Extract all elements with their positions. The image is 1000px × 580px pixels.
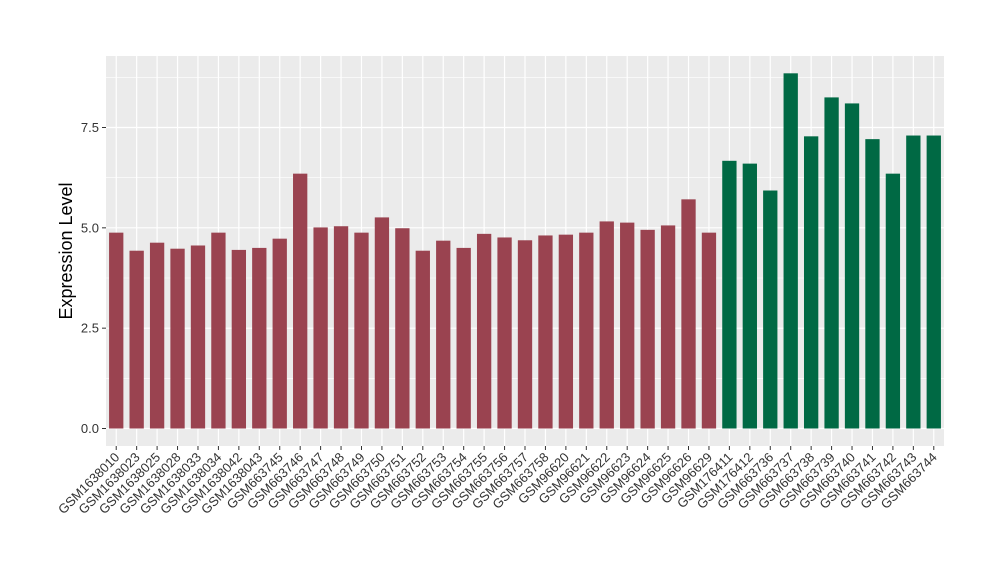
bar-GSM1638033: [190, 245, 206, 429]
bar-GSM663737: [783, 73, 798, 429]
bar-GSM663745: [272, 238, 287, 429]
bar-GSM176411: [722, 160, 737, 429]
bar-GSM663739: [824, 97, 839, 429]
bar-GSM1638023: [129, 250, 144, 429]
bar-GSM663741: [865, 139, 880, 429]
bar-GSM663743: [906, 135, 921, 429]
y-axis-title: Expression Level: [56, 182, 76, 319]
bar-GSM663740: [844, 103, 860, 429]
y-tick-label: 7.5: [81, 120, 99, 135]
bar-series: [109, 73, 941, 429]
bar-GSM96625: [660, 225, 676, 429]
y-tick-label: 0.0: [81, 421, 99, 436]
bar-GSM1638025: [149, 242, 165, 429]
bar-GSM663747: [313, 227, 328, 429]
bar-GSM1638028: [170, 248, 185, 429]
bar-GSM176412: [742, 163, 757, 429]
bar-GSM663753: [436, 240, 451, 429]
bar-GSM663757: [517, 240, 533, 429]
y-tick-label: 2.5: [81, 321, 99, 336]
bar-GSM663758: [538, 235, 553, 429]
bar-GSM663736: [763, 190, 778, 429]
bar-GSM663748: [333, 226, 349, 429]
bar-GSM663750: [374, 217, 390, 429]
bar-GSM96629: [701, 232, 717, 429]
bar-GSM96624: [640, 229, 655, 429]
x-axis: GSM1638010GSM1638023GSM1638025GSM1638028…: [55, 446, 940, 517]
bar-GSM1638034: [211, 232, 226, 429]
bar-GSM663751: [395, 228, 410, 429]
bar-GSM663756: [497, 237, 512, 429]
bar-GSM96622: [599, 221, 614, 429]
bar-GSM1638010: [109, 232, 124, 429]
bar-GSM663742: [885, 173, 901, 429]
bar-GSM663754: [456, 247, 471, 429]
bar-GSM663738: [803, 136, 819, 429]
bar-GSM96626: [681, 199, 696, 429]
bar-GSM96620: [558, 234, 574, 429]
bar-GSM663755: [476, 233, 492, 429]
y-tick-label: 5.0: [81, 220, 99, 235]
y-axis: 0.0 2.5 5.0 7.5: [81, 120, 106, 436]
bar-GSM1638042: [231, 249, 247, 429]
bar-GSM663746: [293, 173, 308, 429]
bar-GSM96623: [620, 222, 635, 429]
bar-GSM663749: [354, 232, 369, 429]
bar-GSM1638043: [252, 247, 267, 429]
bar-GSM663744: [926, 135, 941, 429]
bar-GSM96621: [579, 232, 594, 429]
bar-GSM663752: [415, 250, 430, 429]
